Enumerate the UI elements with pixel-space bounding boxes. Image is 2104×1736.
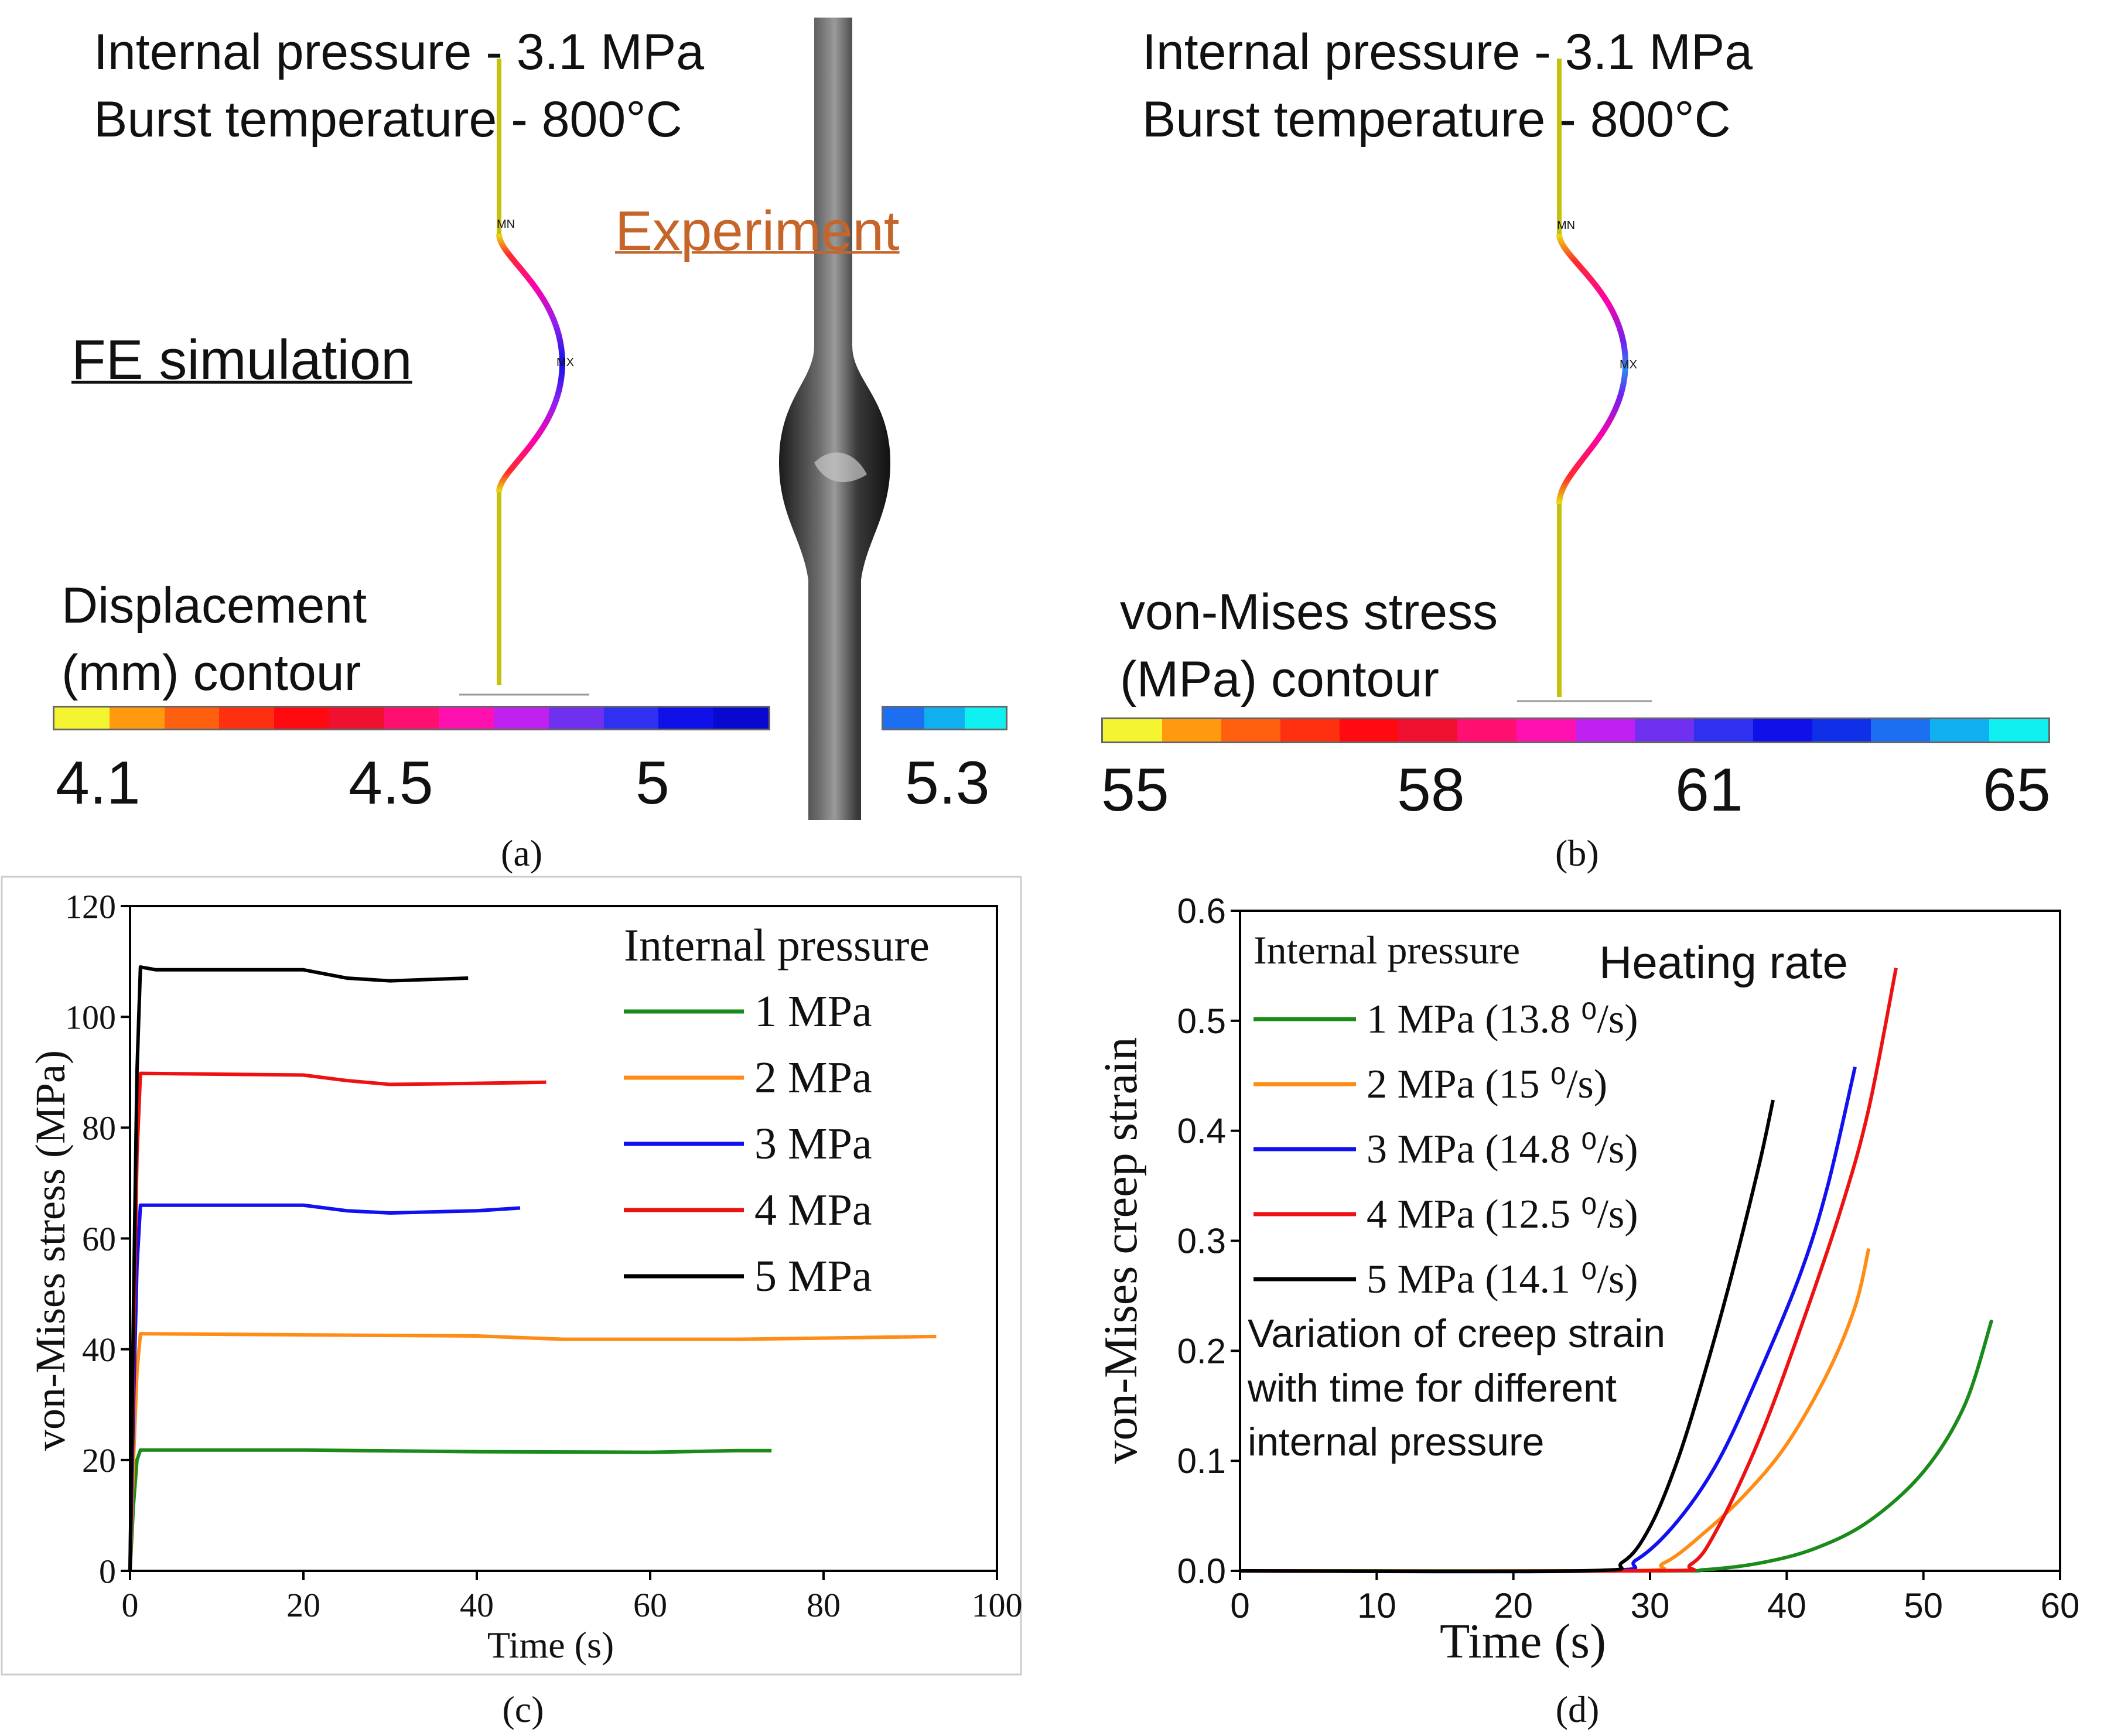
scale-a-tick-2: 4.5 (349, 749, 433, 817)
legend-label: 5 MPa (14.1 ⁰/s) (1367, 1257, 1638, 1302)
y-tick-label: 120 (65, 887, 116, 925)
panel-a-pressure-label: Internal pressure - 3.1 MPa (94, 24, 705, 80)
scale-a-tick-1: 4.1 (56, 749, 141, 817)
chart-d-annotation-2: with time for different (1247, 1366, 1617, 1410)
max-marker-b: MX (1620, 358, 1637, 371)
y-tick-label: 80 (82, 1109, 116, 1147)
x-tick-label: 60 (2041, 1586, 2080, 1625)
x-tick-label: 80 (807, 1586, 841, 1624)
legend-label: 2 MPa (15 ⁰/s) (1367, 1062, 1607, 1107)
legend-label: 3 MPa (14.8 ⁰/s) (1367, 1127, 1638, 1172)
y-tick-label: 0.3 (1177, 1222, 1226, 1261)
chart-c-legend-title: Internal pressure (624, 920, 930, 970)
y-tick-label: 0.5 (1177, 1002, 1226, 1041)
series-line-1mpa (128, 1448, 772, 1571)
x-tick-label: 10 (1357, 1586, 1396, 1625)
legend-label: 1 MPa (13.8 ⁰/s) (1367, 997, 1638, 1042)
x-tick-label: 60 (633, 1586, 667, 1624)
y-tick-label: 0.6 (1177, 891, 1226, 931)
displacement-contour-label-2: (mm) contour (62, 645, 361, 701)
displacement-contour-label-1: Displacement (62, 577, 367, 634)
panel-b-temperature-label: Burst temperature - 800°C (1142, 91, 1731, 148)
panel-a-temperature-label: Burst temperature - 800°C (94, 91, 682, 148)
caption-d: (d) (1556, 1689, 1600, 1730)
fe-tube-contour-a (459, 59, 589, 696)
y-tick-label: 0.1 (1177, 1441, 1226, 1481)
creep-strain-chart: 0 10 20 30 40 50 60 0.0 0.1 0.2 0.3 0.4 0.5 0.6 von-M… (1095, 891, 2080, 1730)
caption-b: (b) (1555, 832, 1599, 874)
scale-b-tick-2: 58 (1397, 756, 1465, 824)
y-tick-label: 0.4 (1177, 1112, 1226, 1151)
x-tick-label: 40 (1767, 1586, 1806, 1625)
experiment-label: Experiment (615, 200, 900, 262)
displacement-colorbar-end (882, 706, 1007, 730)
legend-label: 4 MPa (12.5 ⁰/s) (1367, 1192, 1638, 1237)
chart-c-ylabel: von-Mises stress (MPa) (27, 1050, 74, 1451)
y-tick-label: 0.2 (1177, 1331, 1226, 1371)
y-tick-label: 20 (82, 1441, 116, 1479)
y-tick-label: 0.0 (1177, 1552, 1226, 1591)
y-tick-label: 60 (82, 1220, 116, 1258)
chart-d-xlabel: Time (s) (1440, 1614, 1606, 1669)
fe-tube-contour-b (1517, 59, 1652, 702)
experiment-tube-photo (779, 18, 890, 820)
chart-d-ylabel: von-Mises creep strain (1095, 1037, 1147, 1464)
chart-d-legend-title: Internal pressure (1253, 928, 1520, 972)
scale-b-tick-1: 55 (1101, 756, 1169, 824)
series-line-5mpa (1239, 1099, 1775, 1574)
max-marker-a: MX (556, 356, 574, 369)
y-tick-label: 40 (82, 1331, 116, 1369)
scale-a-tick-3: 5 (636, 749, 670, 817)
x-tick-label: 0 (122, 1586, 139, 1624)
stress-contour-label-2: (MPa) contour (1120, 651, 1439, 708)
chart-d-heating-title: Heating rate (1599, 937, 1848, 988)
legend-label: 4 MPa (754, 1185, 872, 1235)
y-tick-label: 100 (65, 998, 116, 1036)
scale-b-tick-4: 65 (1983, 756, 2051, 824)
x-tick-label: 20 (286, 1586, 320, 1624)
x-tick-label: 30 (1631, 1586, 1670, 1625)
series-line-5mpa (128, 965, 469, 1571)
legend-label: 2 MPa (754, 1053, 872, 1102)
min-marker-b: MN (1557, 219, 1576, 232)
chart-d-annotation-3: internal pressure (1248, 1420, 1544, 1464)
x-tick-label: 0 (1230, 1586, 1249, 1625)
scale-a-tick-4: 5.3 (905, 749, 990, 817)
x-tick-label: 40 (460, 1586, 494, 1624)
fe-simulation-label: FE simulation (71, 329, 412, 391)
y-tick-label: 0 (99, 1552, 116, 1590)
panel-b-pressure-label: Internal pressure - 3.1 MPa (1142, 24, 1753, 80)
legend-label: 1 MPa (754, 987, 872, 1036)
stress-contour-label-1: von-Mises stress (1120, 584, 1498, 640)
legend-label: 5 MPa (754, 1252, 872, 1301)
scale-b-tick-3: 61 (1675, 756, 1743, 824)
stress-time-chart: 0 20 40 60 80 100 0 20 40 60 80 100 120 von-Mises st… (1, 876, 1023, 1730)
x-tick-label: 50 (1904, 1586, 1943, 1625)
chart-c-xlabel: Time (s) (487, 1624, 614, 1666)
displacement-colorbar (53, 706, 770, 730)
chart-d-annotation-1: Variation of creep strain (1248, 1311, 1665, 1356)
legend-label: 3 MPa (754, 1119, 872, 1168)
x-tick-label: 100 (972, 1586, 1023, 1624)
plot-frame (1239, 910, 2061, 1572)
caption-a: (a) (501, 832, 543, 874)
min-marker-a: MN (497, 218, 515, 231)
stress-colorbar (1101, 717, 2050, 743)
x-tick-label: 20 (1494, 1586, 1533, 1625)
caption-c: (c) (502, 1689, 544, 1730)
